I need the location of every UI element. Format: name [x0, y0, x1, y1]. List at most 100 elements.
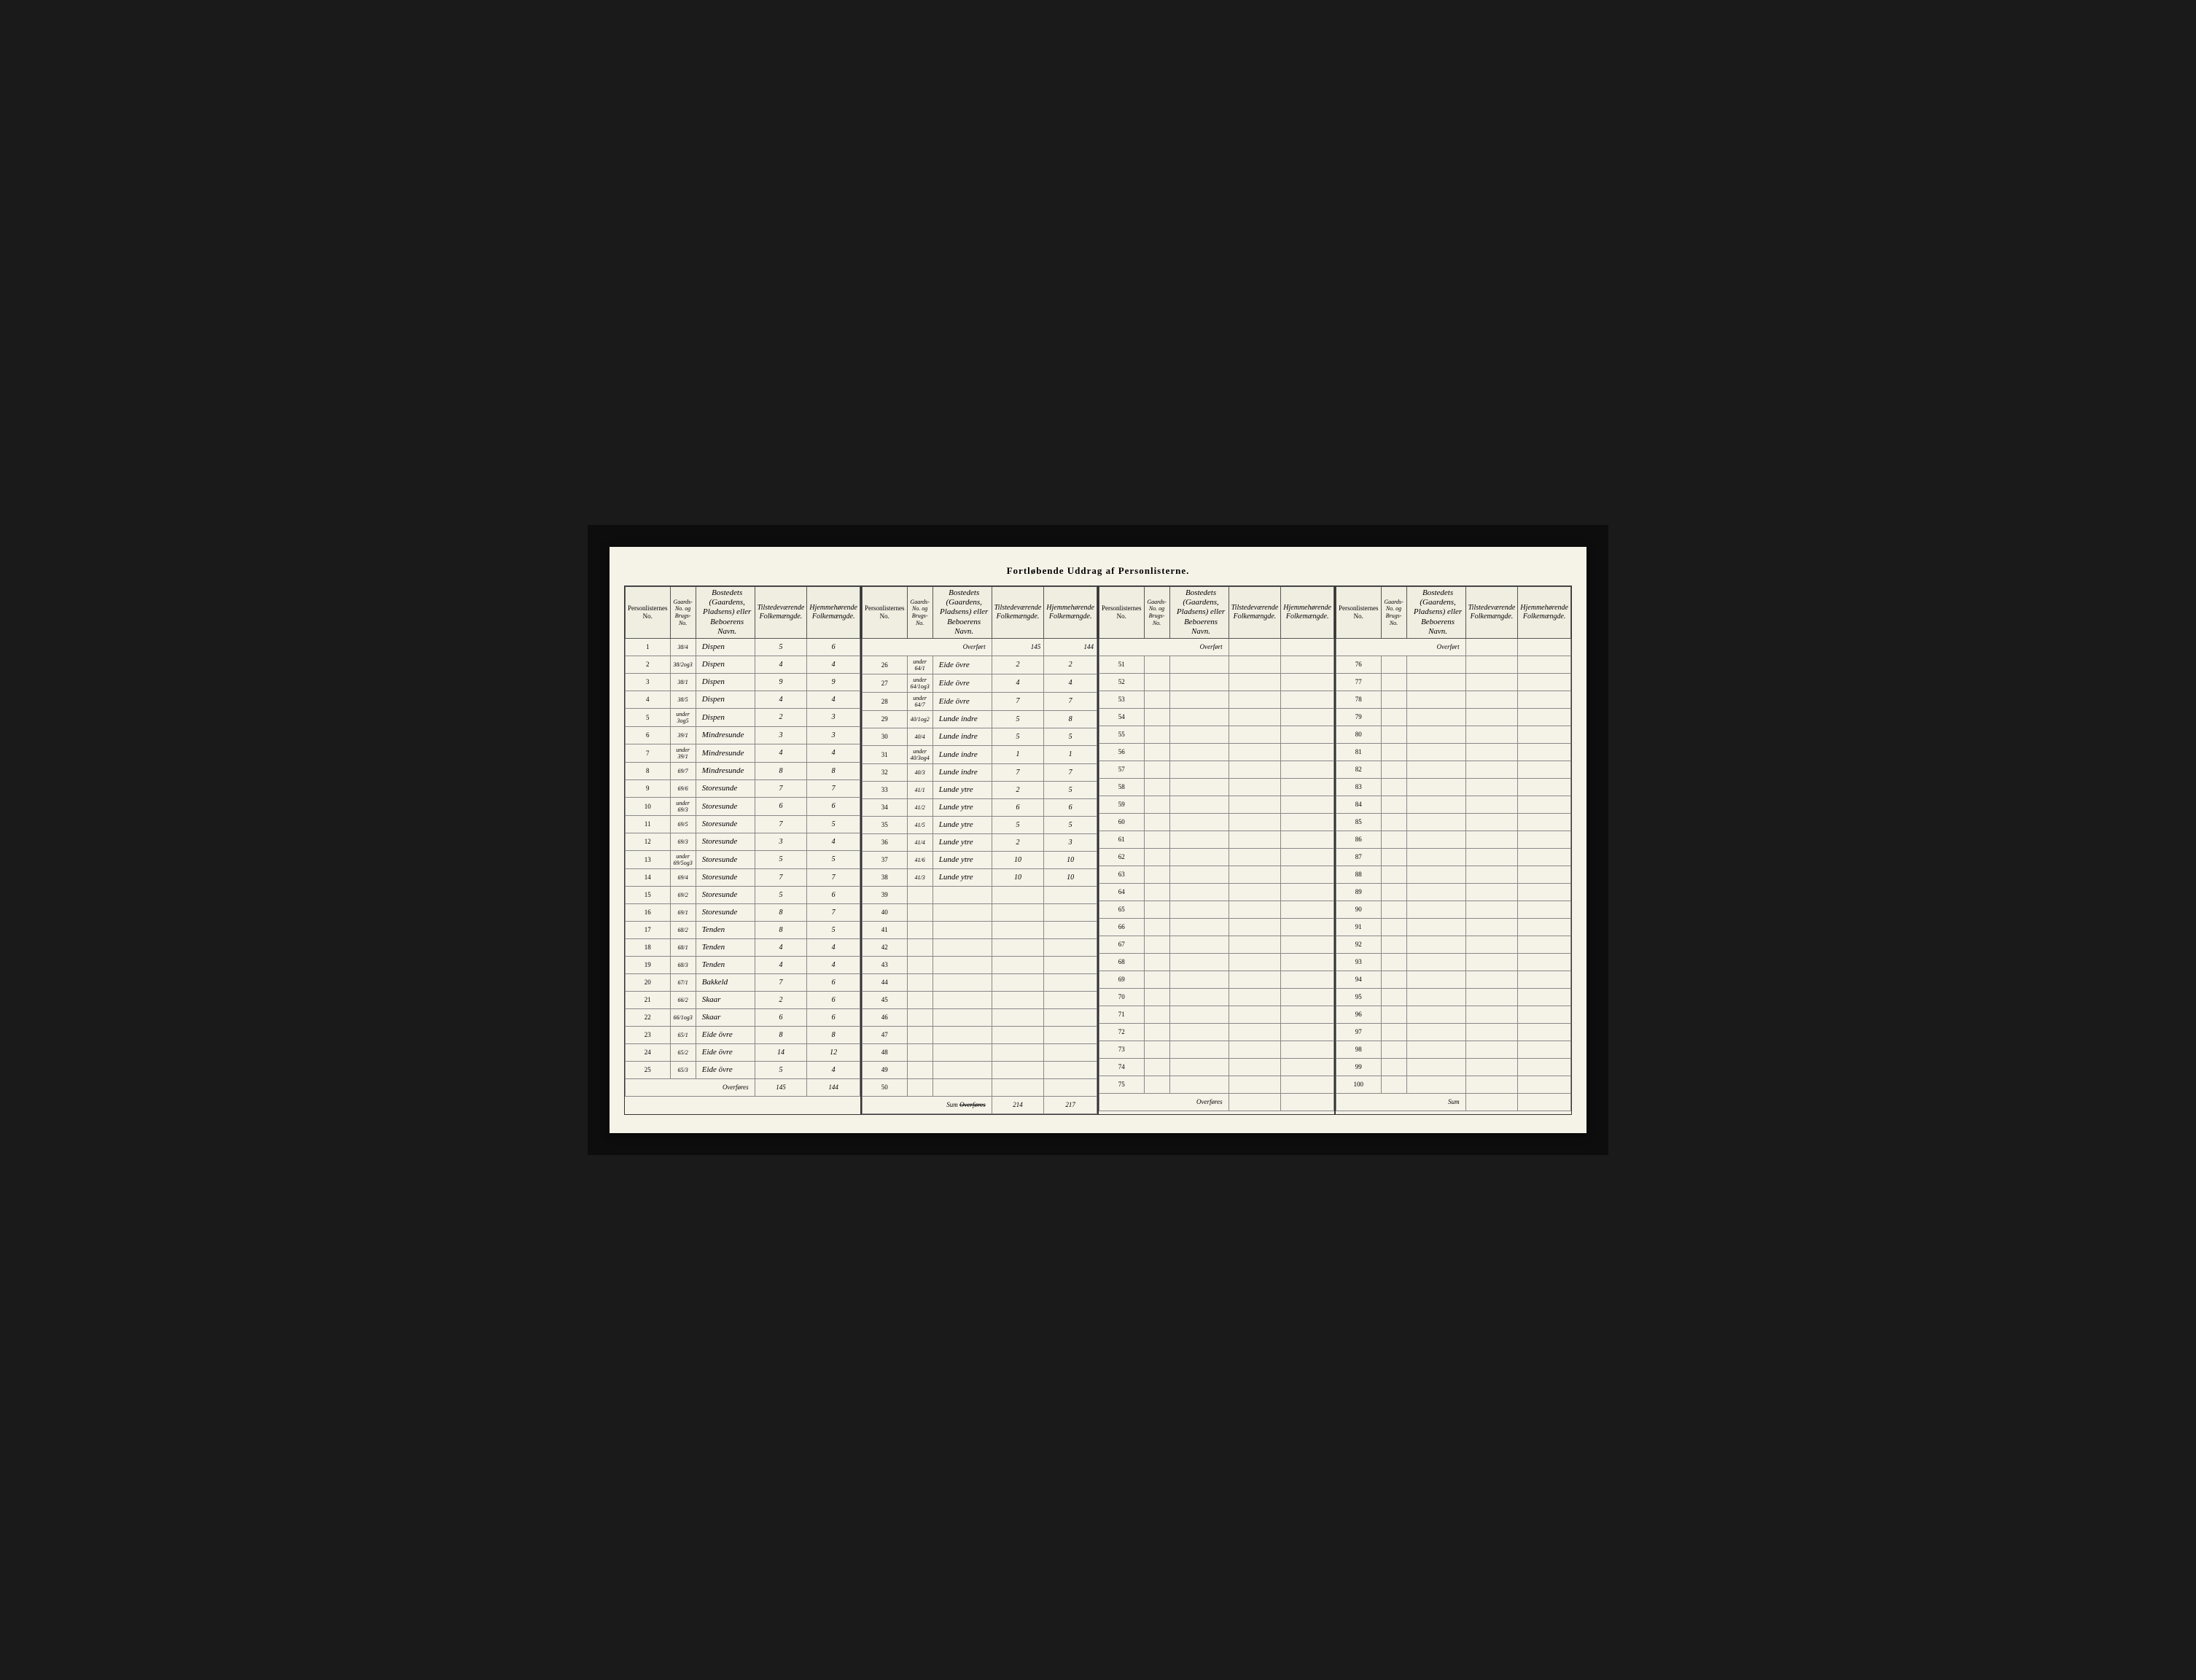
- table-row: 3240/3Lunde indre77: [863, 763, 1097, 781]
- header-personlist: Personlisternes No.: [863, 587, 908, 639]
- table-row: 2365/1Eide övre88: [626, 1026, 860, 1043]
- table-row: 3341/1Lunde ytre25: [863, 781, 1097, 798]
- table-row: 47: [863, 1026, 1097, 1043]
- page-wrapper: Fortløbende Uddrag af Personlisterne. Pe…: [588, 525, 1608, 1155]
- table-row: 71: [1099, 1006, 1334, 1023]
- table-row: 53: [1099, 691, 1334, 708]
- header-gaard: Gaards-No. og Brugs-No.: [1144, 587, 1169, 639]
- table-row: 138/4Dispen56: [626, 638, 860, 656]
- table-row: 57: [1099, 761, 1334, 778]
- page-title: Fortløbende Uddrag af Personlisterne.: [624, 565, 1572, 577]
- header-gaard: Gaards-No. og Brugs-No.: [670, 587, 696, 639]
- section-3: Personlisternes No. Gaards-No. og Brugs-…: [1099, 586, 1336, 1114]
- table-row: 69: [1099, 971, 1334, 988]
- table-row: 3741/6Lunde ytre1010: [863, 851, 1097, 868]
- table-row: 3841/3Lunde ytre1010: [863, 868, 1097, 886]
- table-row: 40: [863, 903, 1097, 921]
- table-row: 41: [863, 921, 1097, 938]
- table-row: 88: [1336, 866, 1571, 883]
- table-row: 7under 39/1Mindresunde44: [626, 744, 860, 762]
- footer-s1-h: 144: [807, 1078, 860, 1096]
- table-row: 27under 64/1og3Eide övre44: [863, 674, 1097, 692]
- table-row: 3040/4Lunde indre55: [863, 728, 1097, 745]
- sum-label-2: Sum Overføres: [863, 1096, 992, 1113]
- overfort-label-3: Overført: [1099, 638, 1229, 656]
- table-row: 97: [1336, 1023, 1571, 1041]
- header-gaard: Gaards-No. og Brugs-No.: [907, 587, 932, 639]
- header-hjemme: Hjemmehørende Folkemængde.: [1044, 587, 1097, 639]
- table-row: 2940/1og2Lunde indre58: [863, 710, 1097, 728]
- header-hjemme: Hjemmehørende Folkemængde.: [1518, 587, 1571, 639]
- header-tilstede: Tilstedeværende Folkemængde.: [1465, 587, 1518, 639]
- overfores-label-1: Overføres: [626, 1078, 755, 1096]
- table-row: 73: [1099, 1041, 1334, 1058]
- table-row: 64: [1099, 883, 1334, 901]
- table-row: 1768/2Tenden85: [626, 921, 860, 938]
- table-row: 74: [1099, 1058, 1334, 1076]
- table-row: 95: [1336, 988, 1571, 1006]
- table-row: 65: [1099, 901, 1334, 918]
- table-row: 45: [863, 991, 1097, 1008]
- table-row: 87: [1336, 848, 1571, 866]
- header-tilstede: Tilstedeværende Folkemængde.: [1229, 587, 1281, 639]
- table-row: 2565/3Eide övre54: [626, 1061, 860, 1078]
- ledger-page: Fortløbende Uddrag af Personlisterne. Pe…: [610, 547, 1586, 1133]
- header-bosted: Bostedets (Gaardens, Pladsens) eller Beb…: [1406, 587, 1465, 639]
- table-row: 52: [1099, 673, 1334, 691]
- overfort-label-4: Overført: [1336, 638, 1466, 656]
- table-row: 55: [1099, 726, 1334, 743]
- table-row: 3541/5Lunde ytre55: [863, 816, 1097, 833]
- table-row: 28under 64/7Eide övre77: [863, 692, 1097, 710]
- table-row: 42: [863, 938, 1097, 956]
- header-personlist: Personlisternes No.: [626, 587, 671, 639]
- table-row: 59: [1099, 796, 1334, 813]
- header-tilstede: Tilstedeværende Folkemængde.: [992, 587, 1044, 639]
- table-row: 81: [1336, 743, 1571, 761]
- table-row: 238/2og3Dispen44: [626, 656, 860, 673]
- table-row: 92: [1336, 936, 1571, 953]
- table-row: 78: [1336, 691, 1571, 708]
- table-row: 43: [863, 956, 1097, 973]
- table-row: 72: [1099, 1023, 1334, 1041]
- table-row: 100: [1336, 1076, 1571, 1093]
- table-row: 61: [1099, 831, 1334, 848]
- header-personlist: Personlisternes No.: [1336, 587, 1382, 639]
- table-row: 39: [863, 886, 1097, 903]
- table-row: 54: [1099, 708, 1334, 726]
- header-bosted: Bostedets (Gaardens, Pladsens) eller Beb…: [932, 587, 992, 639]
- table-row: 26under 64/1Eide övre22: [863, 656, 1097, 674]
- table-row: 79: [1336, 708, 1571, 726]
- table-row: 1169/5Storesunde75: [626, 815, 860, 833]
- table-row: 49: [863, 1061, 1097, 1078]
- header-hjemme: Hjemmehørende Folkemængde.: [807, 587, 860, 639]
- table-row: 93: [1336, 953, 1571, 971]
- table-row: 94: [1336, 971, 1571, 988]
- header-gaard: Gaards-No. og Brugs-No.: [1381, 587, 1406, 639]
- table-row: 2465/2Eide övre1412: [626, 1043, 860, 1061]
- ledger-table: Personlisternes No. Gaards-No. og Brugs-…: [624, 586, 1572, 1115]
- table-row: 31under 40/3og4Lunde indre11: [863, 745, 1097, 763]
- table-row: 76: [1336, 656, 1571, 673]
- table-row: 82: [1336, 761, 1571, 778]
- table-row: 1968/3Tenden44: [626, 956, 860, 973]
- table-row: 56: [1099, 743, 1334, 761]
- table-row: 1669/1Storesunde87: [626, 903, 860, 921]
- header-personlist: Personlisternes No.: [1099, 587, 1145, 639]
- table-row: 44: [863, 973, 1097, 991]
- sum-label-4: Sum: [1336, 1093, 1466, 1111]
- table-row: 70: [1099, 988, 1334, 1006]
- table-row: 10under 69/3Storesunde66: [626, 797, 860, 815]
- header-hjemme: Hjemmehørende Folkemængde.: [1281, 587, 1334, 639]
- table-row: 90: [1336, 901, 1571, 918]
- header-bosted: Bostedets (Gaardens, Pladsens) eller Beb…: [696, 587, 755, 639]
- table-row: 438/5Dispen44: [626, 691, 860, 708]
- table-row: 60: [1099, 813, 1334, 831]
- table-row: 58: [1099, 778, 1334, 796]
- table-row: 66: [1099, 918, 1334, 936]
- table-row: 67: [1099, 936, 1334, 953]
- table-row: 2266/1og3Skaar66: [626, 1008, 860, 1026]
- table-row: 86: [1336, 831, 1571, 848]
- table-row: 1469/4Storesunde77: [626, 868, 860, 886]
- footer-s2-t: 214: [992, 1096, 1044, 1113]
- table-row: 83: [1336, 778, 1571, 796]
